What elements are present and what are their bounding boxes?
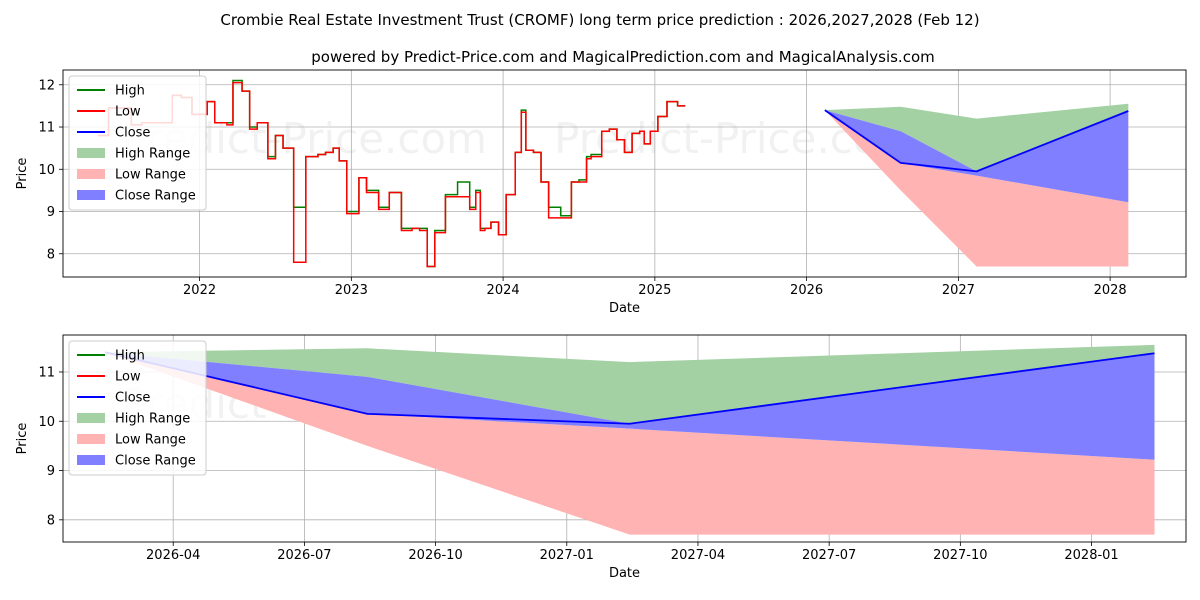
y-tick-label: 11 bbox=[38, 121, 55, 136]
legend-swatch-low-range bbox=[77, 169, 105, 179]
legend-swatch-high-range bbox=[77, 148, 105, 158]
high-range-area bbox=[824, 103, 1129, 172]
y-tick-label: 8 bbox=[47, 247, 55, 262]
legend-swatch-high-range bbox=[77, 413, 105, 423]
x-tick-label: 2027-01 bbox=[540, 548, 594, 563]
x-tick-label: 2028-01 bbox=[1064, 548, 1118, 563]
y-tick-label: 10 bbox=[38, 415, 55, 430]
x-tick-label: 2023 bbox=[335, 283, 368, 298]
legend-label-low-range: Low Range bbox=[115, 433, 186, 448]
legend-label-close-range: Close Range bbox=[115, 189, 196, 204]
legend-label-high: High bbox=[115, 84, 145, 99]
plot-area bbox=[97, 79, 1129, 268]
x-tick-label: 2028 bbox=[1094, 283, 1127, 298]
low-range-area bbox=[824, 110, 1129, 267]
x-tick-label: 2027-04 bbox=[671, 548, 725, 563]
x-axis-label: Date bbox=[609, 301, 640, 316]
axes-frame bbox=[62, 69, 1187, 278]
legend-swatch-close-range bbox=[77, 190, 105, 200]
close-series-line bbox=[104, 351, 1155, 425]
y-tick-label: 12 bbox=[38, 78, 55, 93]
low-series-line bbox=[97, 81, 686, 268]
plot-area bbox=[104, 344, 1155, 535]
y-axis-label: Price bbox=[15, 423, 30, 455]
x-tick-label: 2025 bbox=[638, 283, 671, 298]
legend-swatch-low-range bbox=[77, 434, 105, 444]
close-range-area bbox=[824, 110, 1129, 203]
low-range-area bbox=[104, 352, 1155, 535]
y-axis-label: Price bbox=[15, 158, 30, 190]
x-axis-label: Date bbox=[609, 566, 640, 581]
x-tick-label: 2027-10 bbox=[933, 548, 987, 563]
y-tick-label: 11 bbox=[38, 365, 55, 380]
chart-subtitle: powered by Predict-Price.com and Magical… bbox=[311, 48, 935, 66]
legend-label-close: Close bbox=[115, 391, 150, 406]
x-tick-label: 2027-07 bbox=[802, 548, 856, 563]
x-tick-label: 2027 bbox=[942, 283, 975, 298]
x-tick-label: 2022 bbox=[183, 283, 216, 298]
x-tick-label: 2026-07 bbox=[277, 548, 331, 563]
y-tick-label: 8 bbox=[47, 513, 55, 528]
legend-label-low: Low bbox=[115, 370, 141, 385]
legend-label-low: Low bbox=[115, 105, 141, 120]
legend-label-high-range: High Range bbox=[115, 412, 190, 427]
legend-label-low-range: Low Range bbox=[115, 168, 186, 183]
legend-label-high-range: High Range bbox=[115, 147, 190, 162]
y-tick-label: 9 bbox=[47, 464, 55, 479]
legend-label-close-range: Close Range bbox=[115, 454, 196, 469]
y-tick-label: 9 bbox=[47, 205, 55, 220]
x-tick-label: 2026-04 bbox=[146, 548, 200, 563]
chart-panel-2: Predict-Price.comPredict-Price.com2026-0… bbox=[15, 334, 1187, 581]
y-tick-label: 10 bbox=[38, 163, 55, 178]
legend-label-high: High bbox=[115, 349, 145, 364]
legend-swatch-close-range bbox=[77, 455, 105, 465]
x-tick-label: 2026-10 bbox=[408, 548, 462, 563]
close-series-line bbox=[824, 109, 1129, 173]
chart-title: Crombie Real Estate Investment Trust (CR… bbox=[220, 11, 979, 29]
x-tick-label: 2024 bbox=[487, 283, 520, 298]
high-range-area bbox=[104, 344, 1155, 424]
x-tick-label: 2026 bbox=[790, 283, 823, 298]
close-range-area bbox=[104, 352, 1155, 460]
legend-label-close: Close bbox=[115, 126, 150, 141]
axes-frame bbox=[62, 334, 1187, 543]
